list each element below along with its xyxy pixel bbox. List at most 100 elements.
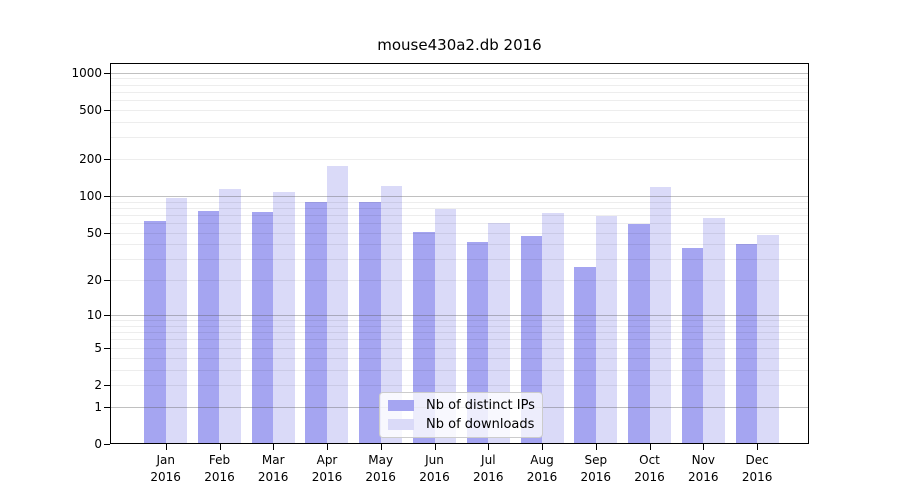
x-tick — [542, 444, 543, 450]
legend-item-distinct-ips: Nb of distinct IPs — [388, 398, 535, 414]
x-tick-month: May — [368, 453, 394, 467]
x-tick — [757, 444, 759, 450]
bar-downloads-jan — [165, 198, 188, 444]
y-tick-label: 500 — [79, 102, 102, 117]
y-tick — [104, 347, 110, 349]
plot-area — [110, 63, 809, 444]
y-tick — [104, 315, 110, 317]
x-tick — [273, 444, 275, 450]
y-tick-label: 50 — [86, 225, 102, 240]
x-tick — [327, 444, 328, 450]
gridline — [110, 214, 809, 216]
gridline — [110, 207, 809, 209]
x-tick-label-aug: Aug 2016 — [512, 452, 572, 486]
x-tick-label-dec: Dec 2016 — [727, 452, 787, 486]
x-tick-label-jul: Jul 2016 — [458, 452, 518, 486]
x-tick-year: 2016 — [634, 470, 665, 484]
legend-swatch-downloads — [388, 418, 414, 430]
y-tick-label: 100 — [79, 188, 102, 203]
y-tick — [104, 280, 110, 282]
x-tick-label-mar: Mar 2016 — [243, 452, 303, 486]
bar-downloads-may — [380, 186, 403, 444]
axis-spine-top — [110, 63, 809, 64]
x-tick-month: Aug — [530, 453, 554, 467]
y-tick-label: 0 — [94, 437, 102, 451]
axis-spine-right — [808, 63, 809, 444]
gridline — [110, 91, 809, 93]
bar-distinct-ips-jan — [144, 221, 166, 444]
y-tick-label: 5 — [94, 340, 102, 355]
legend-label-distinct-ips: Nb of distinct IPs — [426, 398, 535, 414]
bar-downloads-nov — [703, 217, 725, 444]
gridline — [110, 195, 809, 197]
x-tick — [165, 444, 167, 450]
gridline — [110, 332, 809, 334]
gridline — [110, 121, 809, 123]
y-tick — [104, 232, 110, 234]
x-tick — [434, 444, 436, 450]
y-tick-label: 1000 — [71, 65, 102, 80]
x-tick-label-feb: Feb 2016 — [190, 452, 250, 486]
bar-distinct-ips-aug — [520, 235, 543, 444]
bar-distinct-ips-nov — [681, 248, 704, 444]
bar-distinct-ips-apr — [305, 201, 327, 444]
y-tick-label: 10 — [86, 308, 102, 323]
y-tick — [104, 109, 110, 111]
bar-downloads-jun — [434, 209, 456, 444]
x-tick-year: 2016 — [580, 470, 612, 484]
gridline — [110, 320, 809, 322]
gridline — [110, 223, 809, 224]
x-tick-label-oct: Oct 2016 — [620, 452, 680, 486]
y-tick-label: 2 — [94, 377, 102, 392]
gridline — [110, 78, 809, 80]
bar-downloads-feb — [219, 189, 241, 444]
legend-item-downloads: Nb of downloads — [388, 417, 534, 432]
x-tick-month: Apr — [316, 453, 338, 467]
gridline — [110, 339, 809, 341]
bar-distinct-ips-jun — [413, 231, 435, 444]
x-tick — [488, 444, 490, 450]
bar-downloads-mar — [273, 192, 295, 444]
gridline — [110, 280, 809, 282]
bar-distinct-ips-may — [359, 201, 381, 444]
bar-downloads-oct — [649, 187, 672, 444]
x-tick-month: Sep — [584, 453, 608, 467]
x-tick-month: Oct — [639, 453, 660, 467]
x-tick-year: 2016 — [741, 470, 773, 484]
gridline — [110, 232, 809, 234]
bar-downloads-aug — [542, 213, 564, 444]
x-tick-year: 2016 — [204, 470, 235, 484]
axis-spine-bottom — [110, 443, 809, 444]
bar-distinct-ips-mar — [251, 211, 274, 444]
y-tick — [104, 384, 110, 386]
bar-distinct-ips-feb — [197, 210, 220, 444]
gridline — [110, 357, 809, 359]
gridline — [110, 109, 809, 111]
x-tick-label-jan: Jan 2016 — [136, 452, 196, 486]
y-tick — [104, 158, 110, 160]
bar-downloads-apr — [326, 166, 349, 444]
gridline — [110, 100, 809, 101]
legend-swatch-distinct-ips — [388, 400, 414, 412]
x-tick-month: Jan — [156, 453, 175, 467]
x-tick-year: 2016 — [419, 470, 450, 484]
y-tick — [104, 72, 110, 74]
gridline — [110, 201, 809, 203]
x-tick — [380, 444, 382, 450]
x-tick-year: 2016 — [473, 470, 504, 484]
x-tick-year: 2016 — [257, 470, 289, 484]
bar-distinct-ips-dec — [735, 244, 758, 444]
x-tick-month: Jun — [425, 453, 444, 467]
x-tick — [649, 444, 651, 450]
gridline — [110, 325, 809, 327]
x-tick-month: Nov — [691, 453, 715, 467]
x-tick-month: Mar — [261, 453, 285, 467]
x-tick-month: Feb — [208, 453, 231, 467]
gridline — [110, 158, 809, 160]
x-tick-month: Jul — [481, 453, 496, 467]
bar-distinct-ips-oct — [628, 223, 650, 444]
bar-downloads-sep — [595, 216, 618, 444]
gridline — [110, 315, 809, 317]
gridline — [110, 244, 809, 246]
